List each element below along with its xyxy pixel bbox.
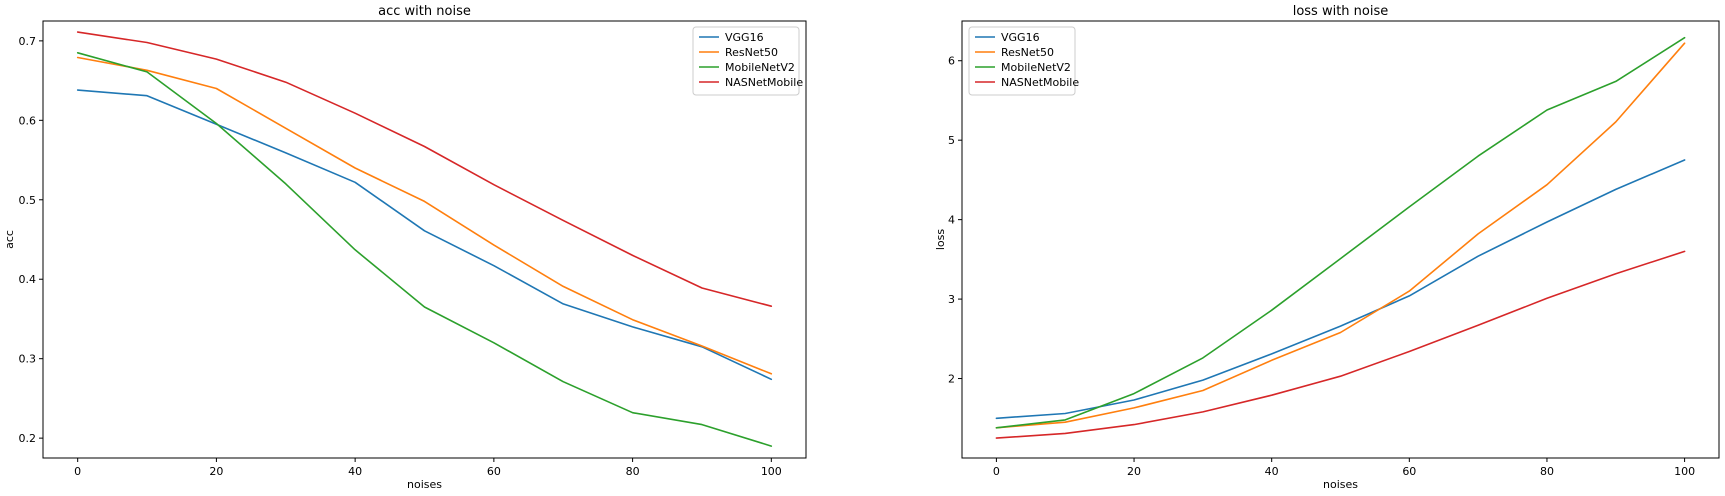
legend-label: NASNetMobile [725, 76, 803, 89]
series-line-resnet50 [76, 56, 773, 375]
x-tick-label: 0 [74, 465, 81, 478]
y-tick-label: 0.3 [19, 353, 37, 366]
series-line-vgg16 [76, 89, 773, 381]
plot-area-frame [961, 20, 1720, 459]
x-tick-label: 0 [993, 465, 1000, 478]
legend-label: VGG16 [1001, 31, 1040, 44]
x-tick-label: 100 [1674, 465, 1695, 478]
legend-box [692, 26, 800, 96]
x-tick-label: 80 [626, 465, 640, 478]
series-line-mobilenetv2 [76, 51, 773, 447]
series-line-nasnetmobile [995, 250, 1686, 439]
y-tick-label: 4 [948, 214, 955, 227]
legend-label: ResNet50 [1001, 46, 1054, 59]
plot-area-frame [42, 20, 807, 459]
y-tick-label: 6 [948, 55, 955, 68]
series-line-mobilenetv2 [995, 36, 1686, 429]
legend-label: ResNet50 [725, 46, 778, 59]
y-tick-label: 3 [948, 293, 955, 306]
x-axis-label: noises [407, 478, 442, 491]
legend-label: NASNetMobile [1001, 76, 1079, 89]
y-tick-label: 0.6 [19, 114, 37, 127]
x-tick-label: 60 [1402, 465, 1416, 478]
series-line-resnet50 [995, 42, 1686, 429]
x-tick-label: 40 [1265, 465, 1279, 478]
x-axis-label: noises [1323, 478, 1358, 491]
series-line-nasnetmobile [76, 31, 773, 308]
legend: VGG16 ResNet50 MobileNetV2 NASNetMobile [692, 26, 803, 96]
x-tick-label: 20 [1127, 465, 1141, 478]
chart-panel-1: acc with noise 0 20 40 60 80 100 0.2 0.3 0.4 0.5 0.… [3, 4, 807, 491]
y-tick-label: 0.5 [19, 194, 37, 207]
x-tick-label: 40 [348, 465, 362, 478]
y-tick-label: 0.4 [19, 273, 37, 286]
y-axis-label: acc [3, 230, 16, 249]
y-tick-label: 0.2 [19, 432, 37, 445]
x-tick-label: 100 [761, 465, 782, 478]
series-line-vgg16 [995, 159, 1686, 420]
x-tick-label: 80 [1540, 465, 1554, 478]
x-tick-label: 60 [487, 465, 501, 478]
legend-label: MobileNetV2 [725, 61, 795, 74]
y-tick-label: 5 [948, 134, 955, 147]
x-tick-label: 20 [209, 465, 223, 478]
legend-box [968, 26, 1076, 96]
y-tick-label: 0.7 [19, 35, 37, 48]
legend-label: MobileNetV2 [1001, 61, 1071, 74]
chart-title: loss with noise [1293, 4, 1389, 19]
y-axis-label: loss [934, 229, 947, 251]
y-tick-label: 2 [948, 373, 955, 386]
chart-panel-2: loss with noise 0 20 40 60 80 100 2 3 4 5 6 noises lo… [934, 4, 1720, 491]
legend: VGG16 ResNet50 MobileNetV2 NASNetMobile [968, 26, 1079, 96]
chart-title: acc with noise [378, 4, 471, 19]
legend-label: VGG16 [725, 31, 764, 44]
